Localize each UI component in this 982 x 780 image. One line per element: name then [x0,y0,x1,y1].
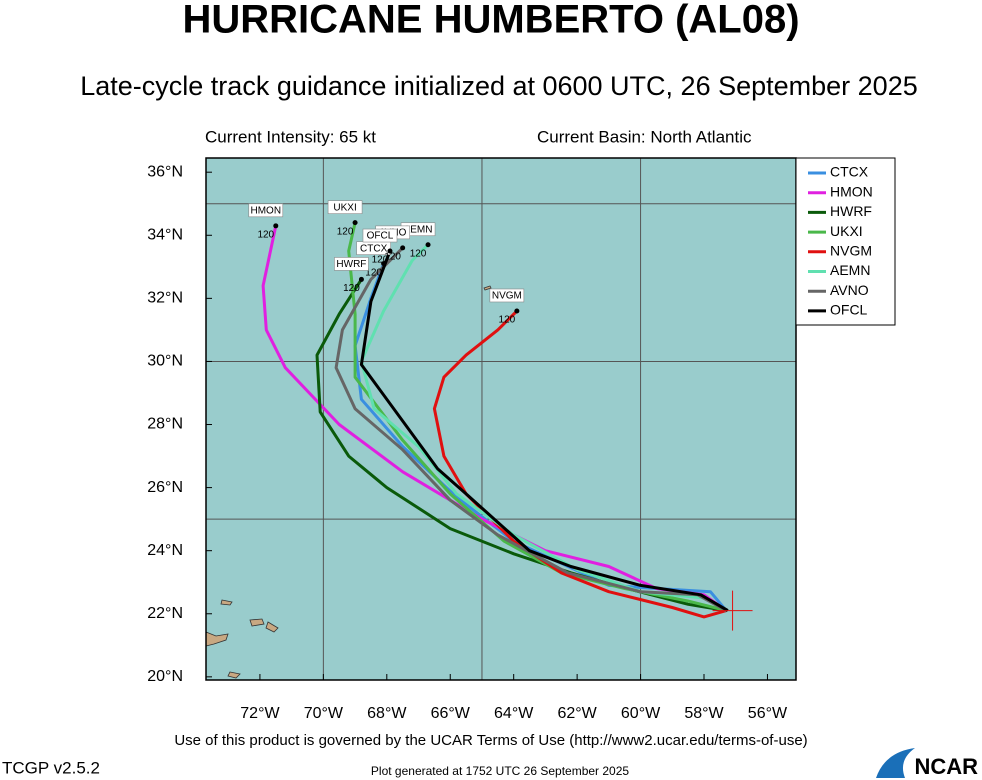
hour-label: 120 [365,267,382,278]
legend-label: HMON [830,183,873,199]
model-label: HMON [251,205,282,216]
track-end [514,308,520,314]
track-end [352,220,358,226]
basin: Current Basin: North Atlantic [537,127,752,146]
track-end [400,245,406,251]
model-label: AEMN [404,224,433,235]
logo-mark [876,748,915,778]
chart-title: HURRICANE HUMBERTO (AL08) [182,0,799,42]
y-tick-label: 22°N [147,605,183,622]
model-label: OFCL [367,231,394,242]
hour-label: 120 [372,255,389,266]
legend-label: CTCX [830,164,869,180]
model-box [362,228,398,243]
track-end [387,248,393,254]
hour-label: 120 [337,226,354,237]
x-tick-label: 66°W [431,705,471,722]
model-box [327,200,363,214]
y-tick-label: 24°N [147,542,183,559]
x-tick-label: 72°W [240,705,280,722]
y-tick-label: 28°N [147,416,183,433]
model-label: CTCX [360,243,388,254]
model-box [248,203,284,218]
track-end [358,276,364,282]
generated: Plot generated at 1752 UTC 26 September … [371,764,629,778]
logo: NCAR [914,754,978,779]
version: TCGP v2.5.2 [2,758,100,777]
terms: Use of this product is governed by the U… [174,732,807,749]
legend-label: NVGM [830,243,872,259]
track-end [381,261,387,267]
track [359,250,729,612]
x-tick-label: 68°W [367,705,407,722]
y-tick-label: 36°N [147,163,183,180]
x-tick-label: 70°W [304,705,344,722]
model-box [489,288,525,303]
y-tick-label: 20°N [147,668,183,685]
track [334,246,727,612]
x-tick-label: 58°W [684,705,724,722]
hour-label: 120 [343,283,360,294]
y-tick-label: 26°N [147,479,183,496]
x-tick-label: 62°W [557,705,597,722]
legend-label: AEMN [830,262,870,278]
hour-label: 120 [410,248,427,259]
model-label: HWRF [336,259,366,270]
hour-label: 120 [499,315,516,326]
legend-label: OFCL [830,302,868,318]
chart-subtitle: Late-cycle track guidance initialized at… [80,71,917,101]
y-tick-label: 32°N [147,290,183,307]
intensity: Current Intensity: 65 kt [205,127,376,146]
legend [795,157,896,326]
model-box [334,257,369,271]
hour-label: 120 [384,252,401,263]
y-tick-label: 34°N [147,226,183,243]
legend-label: HWRF [830,203,872,219]
model-label: UKXI [333,202,356,213]
x-tick-label: 60°W [621,705,661,722]
track-end [273,223,279,229]
model-label: NVGM [492,291,522,302]
track-end [425,242,431,248]
hour-label: 120 [257,229,274,240]
plot-frame [205,157,797,681]
x-tick-label: 56°W [748,705,788,722]
legend-label: AVNO [830,282,869,298]
legend-label: UKXI [830,223,863,239]
x-tick-label: 64°W [494,705,534,722]
y-tick-label: 30°N [147,353,183,370]
